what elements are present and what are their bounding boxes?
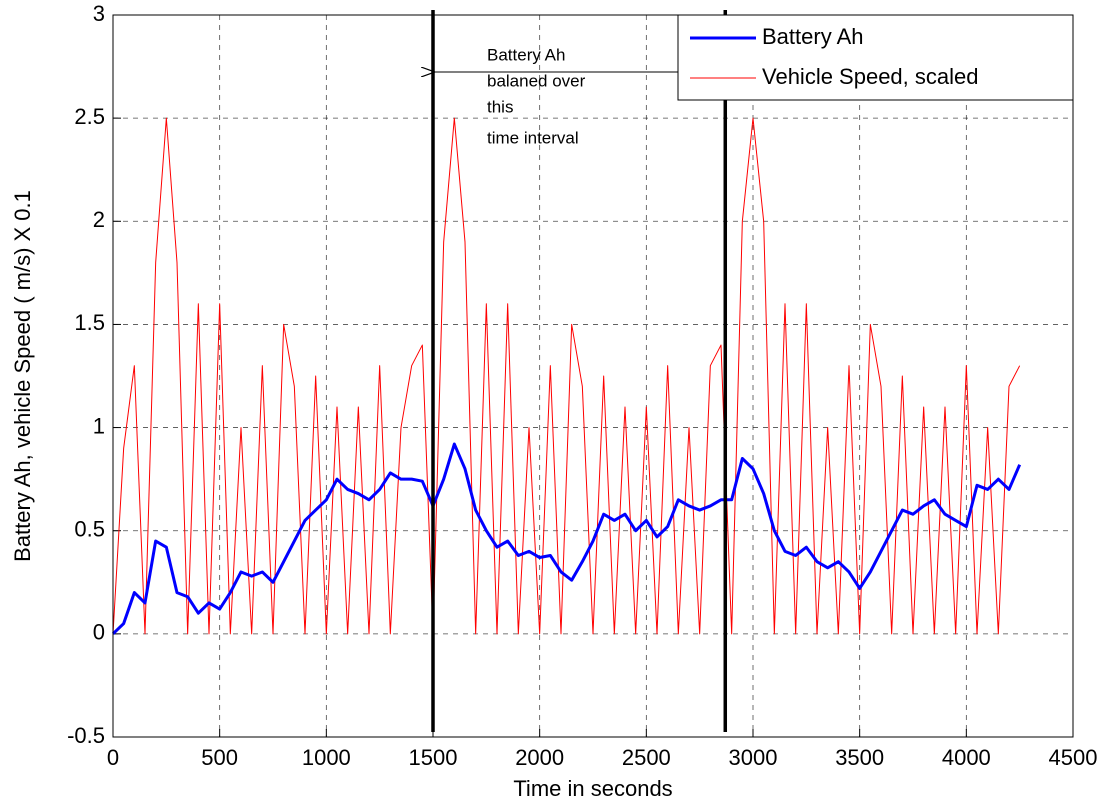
- axes-box: [112, 14, 1074, 738]
- y-tick-label: 0.5: [74, 517, 105, 542]
- x-tick-label: 4000: [942, 745, 991, 770]
- legend: [677, 14, 1074, 101]
- y-tick-label: 2: [93, 207, 105, 232]
- x-tick-label: 1000: [302, 745, 351, 770]
- line-series: [112, 117, 1021, 635]
- x-tick-label: 500: [201, 745, 238, 770]
- y-tick-label: -0.5: [67, 723, 105, 748]
- y-axis-label: Battery Ah, vehicle Speed ( m/s) X 0.1: [10, 190, 35, 562]
- line-series: [111, 442, 1022, 635]
- legend-label: Battery Ah: [762, 24, 864, 49]
- x-tick-label: 1500: [409, 745, 458, 770]
- x-tick-label: 2000: [515, 745, 564, 770]
- y-tick-label: 0: [93, 620, 105, 645]
- annotation: time interval: [487, 128, 579, 147]
- annotation: Battery Ah: [487, 45, 565, 64]
- y-tick-label: 1: [93, 413, 105, 438]
- x-tick-label: 0: [107, 745, 119, 770]
- y-tick-label: 3: [93, 1, 105, 26]
- x-tick-label: 3000: [729, 745, 778, 770]
- legend-label: Vehicle Speed, scaled: [762, 64, 979, 89]
- annotation: balaned over: [487, 71, 586, 90]
- y-tick-label: 2.5: [74, 104, 105, 129]
- y-tick-label: 1.5: [74, 310, 105, 335]
- x-axis-label: Time in seconds: [513, 776, 672, 801]
- plot-area: [113, 15, 1073, 737]
- x-tick-label: 4500: [1049, 745, 1098, 770]
- annotation: this: [487, 97, 513, 116]
- x-tick-label: 2500: [622, 745, 671, 770]
- x-tick-label: 3500: [835, 745, 884, 770]
